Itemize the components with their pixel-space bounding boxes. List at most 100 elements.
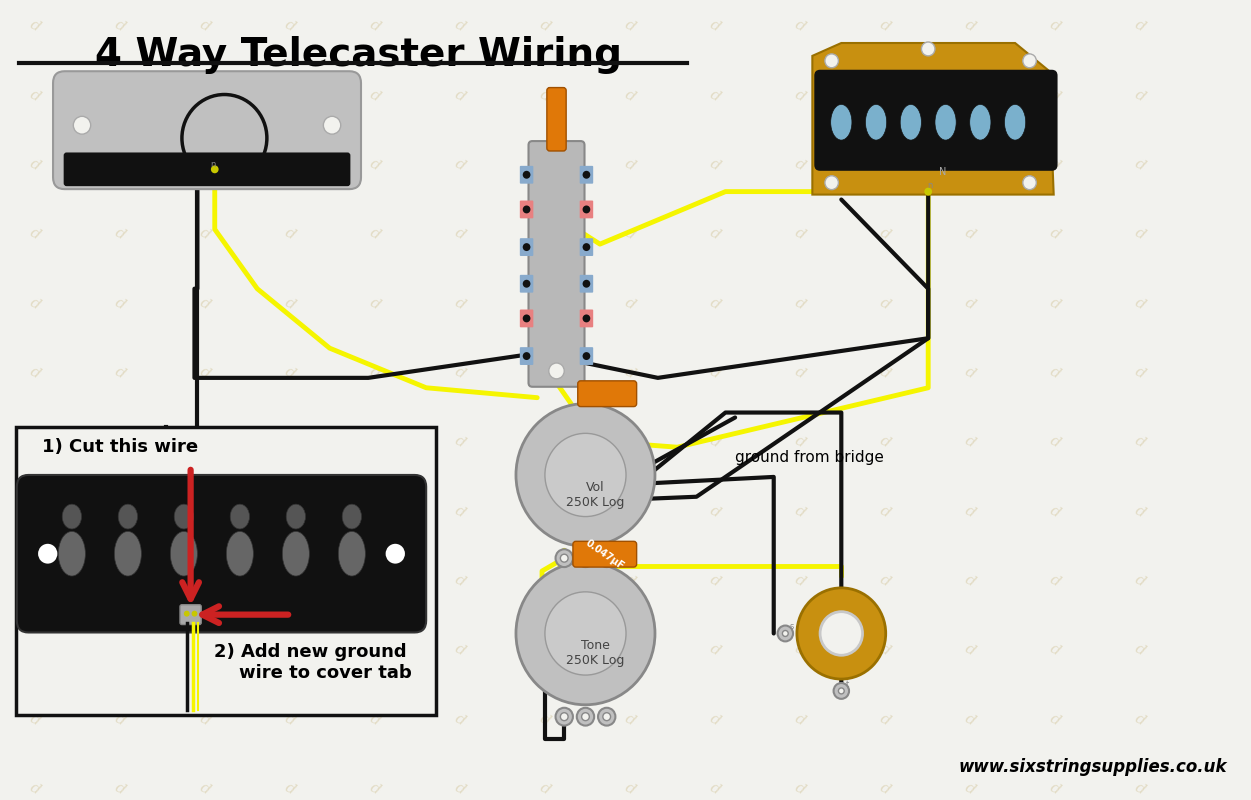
Circle shape [1023,176,1036,190]
Text: d: d [877,156,892,174]
Text: d: d [962,781,977,798]
Text: d: d [28,156,43,174]
Circle shape [184,610,190,617]
Ellipse shape [114,531,141,576]
Text: d: d [198,503,213,520]
Ellipse shape [170,531,198,576]
Ellipse shape [934,105,956,140]
Text: d: d [962,642,977,659]
Text: d: d [962,156,977,174]
Text: d: d [707,87,723,104]
Circle shape [323,116,340,134]
Circle shape [545,434,626,517]
Text: d: d [453,226,468,242]
FancyBboxPatch shape [573,542,637,567]
Text: d: d [28,434,43,450]
Text: ground from bridge: ground from bridge [736,450,884,465]
Text: 1) Cut this wire: 1) Cut this wire [43,438,198,456]
Text: N: N [940,166,946,177]
Polygon shape [812,43,1053,194]
Text: d: d [537,226,553,242]
Circle shape [523,352,530,360]
Text: d: d [877,18,892,34]
Text: d: d [1047,573,1062,590]
Text: d: d [453,87,468,104]
Text: d: d [198,156,213,174]
FancyBboxPatch shape [528,141,584,386]
Circle shape [555,550,573,567]
Text: d: d [1132,18,1147,34]
Text: d: d [792,226,807,242]
FancyBboxPatch shape [520,310,533,327]
Text: d: d [792,87,807,104]
Text: d: d [368,503,383,520]
Text: d: d [792,434,807,450]
Text: d: d [283,503,298,520]
Text: d: d [283,365,298,382]
Text: d: d [453,434,468,450]
Text: d: d [622,434,638,450]
Text: d: d [537,18,553,34]
FancyBboxPatch shape [16,475,427,633]
Text: d: d [792,503,807,520]
Circle shape [821,612,862,655]
Circle shape [582,713,589,721]
Ellipse shape [901,105,922,140]
Circle shape [582,554,589,562]
FancyBboxPatch shape [520,238,533,256]
Text: d: d [622,573,638,590]
Text: d: d [877,434,892,450]
Text: d: d [1132,365,1147,382]
Circle shape [583,243,590,251]
Text: d: d [962,365,977,382]
Text: Vol
250K Log: Vol 250K Log [565,481,624,509]
Text: d: d [28,18,43,34]
Text: d: d [707,642,723,659]
Text: d: d [368,573,383,590]
FancyBboxPatch shape [579,310,593,327]
Text: n: n [210,160,215,170]
Circle shape [583,206,590,214]
Text: d: d [622,781,638,798]
Text: d: d [707,434,723,450]
Text: d: d [537,642,553,659]
Text: d: d [537,87,553,104]
Text: d: d [1047,642,1062,659]
Circle shape [583,352,590,360]
Text: d: d [198,781,213,798]
FancyBboxPatch shape [579,201,593,218]
Circle shape [523,314,530,322]
Text: d: d [283,711,298,728]
FancyBboxPatch shape [16,427,435,714]
Text: d: d [537,503,553,520]
Text: d: d [453,503,468,520]
Text: d: d [283,295,298,312]
Text: d: d [368,711,383,728]
Text: d: d [707,573,723,590]
Text: d: d [198,711,213,728]
Ellipse shape [338,531,365,576]
Text: d: d [877,87,892,104]
Text: d: d [792,295,807,312]
Text: Tone
250K Log: Tone 250K Log [565,639,624,667]
Text: d: d [792,18,807,34]
Text: d: d [1047,156,1062,174]
Text: d: d [28,503,43,520]
Text: d: d [453,711,468,728]
Text: d: d [1132,156,1147,174]
Circle shape [924,188,932,195]
Text: d: d [368,434,383,450]
Text: d: d [1047,226,1062,242]
Text: n: n [927,181,933,190]
Text: d: d [453,642,468,659]
Circle shape [38,544,58,564]
Text: d: d [28,573,43,590]
Ellipse shape [230,504,249,529]
Circle shape [523,171,530,178]
Text: d: d [1047,295,1062,312]
Text: d: d [962,573,977,590]
Ellipse shape [286,504,305,529]
Text: d: d [537,156,553,174]
Text: d: d [113,711,128,728]
Text: d: d [537,573,553,590]
